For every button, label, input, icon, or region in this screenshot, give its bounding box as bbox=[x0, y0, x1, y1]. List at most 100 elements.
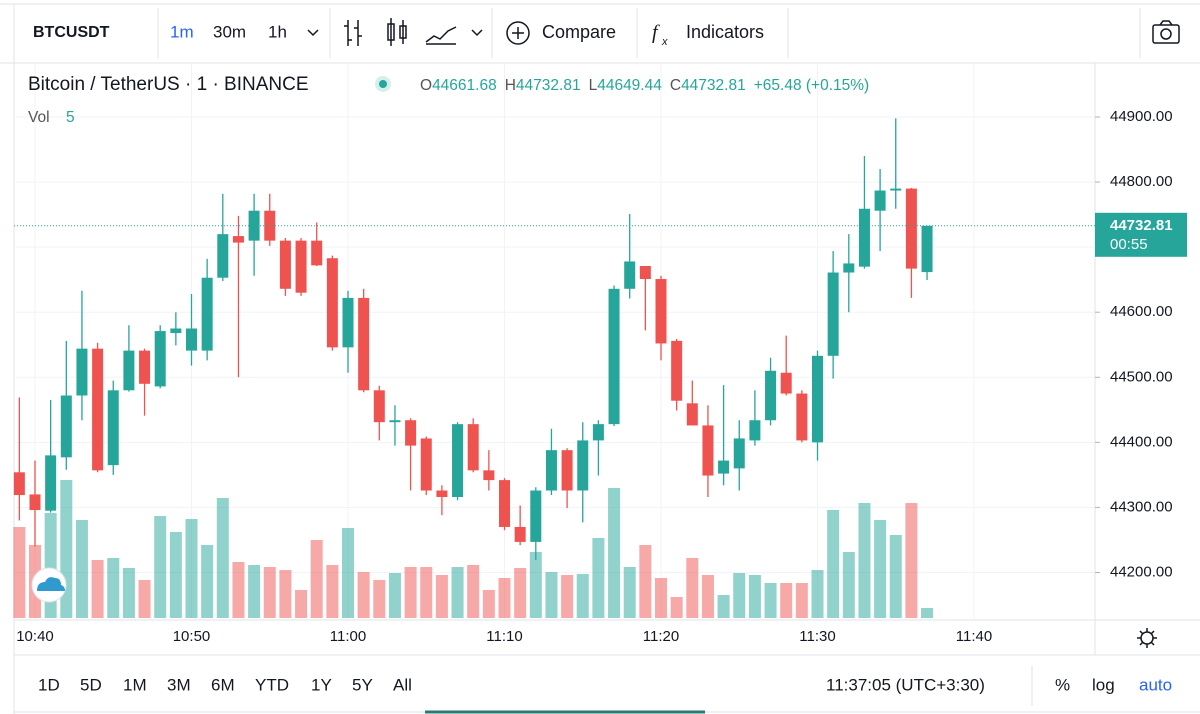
volume-bar bbox=[201, 545, 214, 618]
range-button[interactable]: 1Y bbox=[311, 675, 332, 694]
candle-body bbox=[561, 450, 573, 491]
interval[interactable]: 1m bbox=[170, 22, 194, 41]
candle-body bbox=[452, 424, 464, 498]
status-dot bbox=[379, 80, 387, 88]
candle-body bbox=[29, 494, 41, 511]
legend-part: 44732.81 bbox=[516, 77, 581, 94]
percent-toggle[interactable]: % bbox=[1055, 675, 1070, 694]
volume-bar bbox=[216, 498, 229, 618]
candle-body bbox=[92, 348, 104, 471]
vol-label: Vol bbox=[28, 109, 50, 126]
auto-toggle[interactable]: auto bbox=[1139, 675, 1172, 694]
candle-body bbox=[123, 350, 135, 391]
volume-bar bbox=[154, 516, 167, 618]
chart-type-icons[interactable] bbox=[344, 18, 483, 46]
volume-bar bbox=[342, 528, 354, 618]
volume-bar bbox=[748, 575, 761, 618]
candle-body bbox=[217, 234, 229, 278]
legend-title: Bitcoin / TetherUS · 1 · BINANCE bbox=[28, 74, 309, 95]
x-tick-label: 11:10 bbox=[486, 628, 522, 645]
compare-icon[interactable] bbox=[506, 21, 530, 45]
volume-bar bbox=[921, 608, 934, 618]
settings-icon[interactable] bbox=[1137, 628, 1157, 648]
candle-body bbox=[812, 355, 823, 443]
snapshot-icon[interactable] bbox=[1152, 20, 1180, 44]
indicators-icon[interactable]: f bbox=[652, 22, 660, 44]
legend-part: C bbox=[670, 77, 681, 94]
compare-icon[interactable] bbox=[512, 27, 524, 39]
x-tick-label: 11:00 bbox=[330, 628, 366, 645]
indicators[interactable]: Indicators bbox=[686, 22, 764, 42]
candle-body bbox=[326, 258, 338, 348]
clock: 11:37:05 (UTC+3:30) bbox=[826, 675, 985, 694]
volume-bar bbox=[310, 540, 323, 618]
volume-bar bbox=[326, 565, 339, 618]
candle-body bbox=[733, 438, 745, 469]
volume-bar bbox=[905, 503, 918, 618]
candle-body bbox=[139, 350, 151, 384]
volume-bar bbox=[670, 597, 683, 618]
candle-body bbox=[921, 225, 933, 273]
log-toggle[interactable]: log bbox=[1092, 675, 1115, 694]
x-tick-label: 10:40 bbox=[16, 628, 54, 645]
candle-body bbox=[483, 470, 495, 481]
volume-bar bbox=[420, 567, 433, 618]
range-button[interactable]: 3M bbox=[167, 675, 191, 694]
candle-body bbox=[624, 261, 636, 289]
range-button[interactable]: 6M bbox=[211, 675, 235, 694]
range-button[interactable]: 1D bbox=[38, 675, 60, 694]
volume-bar bbox=[717, 595, 730, 618]
volume-bar bbox=[232, 562, 245, 618]
last-price-label: 44732.81 bbox=[1110, 217, 1173, 234]
volume-bar bbox=[858, 503, 871, 618]
x-tick-label: 11:20 bbox=[643, 628, 679, 645]
candle-body bbox=[373, 390, 385, 423]
compare[interactable]: Compare bbox=[542, 22, 616, 42]
y-tick-label: 44800.00 bbox=[1110, 173, 1173, 190]
volume-bar bbox=[60, 480, 73, 618]
range-button[interactable]: 5D bbox=[80, 675, 102, 694]
candle-body bbox=[843, 263, 855, 273]
volume-bar bbox=[623, 567, 636, 618]
ohlc-legend: O44661.68 H44732.81 L44649.44 C44732.81 +65.… bbox=[420, 77, 869, 94]
y-tick-label: 44200.00 bbox=[1110, 563, 1173, 580]
candle-body bbox=[420, 438, 432, 491]
candle-body bbox=[780, 372, 792, 394]
range-button[interactable]: 1M bbox=[123, 675, 147, 694]
chevron[interactable] bbox=[307, 29, 319, 37]
candle-body bbox=[389, 420, 401, 423]
candle-body bbox=[577, 440, 589, 491]
volume-bar bbox=[122, 568, 135, 618]
volume-bar bbox=[795, 583, 808, 618]
y-tick-label: 44500.00 bbox=[1110, 368, 1173, 385]
x-tick-label: 11:40 bbox=[956, 628, 992, 645]
volume-bar bbox=[279, 570, 292, 618]
candle-body bbox=[686, 403, 698, 426]
grid: 44200.00 44300.00 44400.00 44500.00 44600.00… bbox=[14, 63, 1173, 645]
countdown: 00:55 bbox=[1110, 236, 1148, 253]
volume-bar bbox=[639, 545, 652, 618]
symbol[interactable]: BTCUSDT bbox=[33, 24, 110, 41]
candle-body bbox=[436, 490, 448, 498]
range-button[interactable]: YTD bbox=[255, 675, 289, 694]
candle-body bbox=[405, 420, 417, 446]
volume-bar bbox=[185, 519, 198, 618]
candle-body bbox=[13, 472, 25, 496]
volume-bar bbox=[248, 565, 261, 618]
candle-body bbox=[545, 450, 557, 491]
interval[interactable]: 1h bbox=[268, 22, 287, 41]
interval[interactable]: 30m bbox=[213, 22, 246, 41]
volume-bar bbox=[811, 570, 824, 618]
last-price-badge bbox=[1095, 212, 1187, 257]
volume-bar bbox=[138, 580, 151, 618]
candle-body bbox=[60, 395, 72, 458]
volume-bar bbox=[107, 558, 120, 618]
logo[interactable] bbox=[37, 577, 65, 591]
legend-part: L bbox=[589, 77, 598, 94]
y-tick-label: 44300.00 bbox=[1110, 498, 1173, 515]
indicators-icon[interactable]: x bbox=[661, 36, 668, 48]
range-button[interactable]: 5Y bbox=[352, 675, 373, 694]
range-button[interactable]: All bbox=[393, 675, 412, 694]
